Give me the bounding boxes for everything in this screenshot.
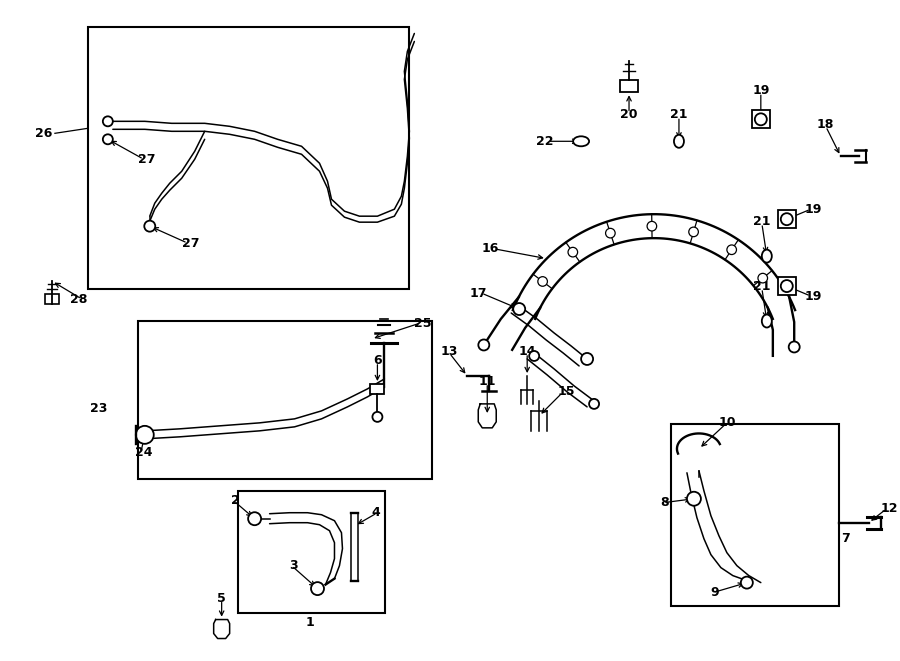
Circle shape bbox=[311, 582, 324, 595]
Text: 28: 28 bbox=[70, 293, 88, 305]
Text: 9: 9 bbox=[710, 586, 719, 599]
Text: 19: 19 bbox=[805, 203, 822, 215]
Ellipse shape bbox=[674, 135, 684, 148]
Bar bbox=[45, 294, 58, 304]
Circle shape bbox=[758, 274, 768, 283]
Ellipse shape bbox=[761, 315, 772, 327]
Text: 19: 19 bbox=[805, 290, 822, 303]
Text: 10: 10 bbox=[719, 416, 736, 430]
Text: 7: 7 bbox=[841, 532, 850, 545]
Bar bbox=[778, 210, 796, 228]
Text: 12: 12 bbox=[880, 502, 898, 515]
Text: 8: 8 bbox=[661, 496, 669, 509]
Bar bbox=[238, 490, 385, 613]
Bar bbox=[138, 321, 432, 479]
Circle shape bbox=[513, 303, 526, 315]
Circle shape bbox=[687, 492, 701, 506]
Text: 21: 21 bbox=[753, 215, 770, 228]
Circle shape bbox=[581, 353, 593, 365]
Bar bbox=[620, 81, 638, 93]
Circle shape bbox=[647, 221, 657, 231]
Text: 16: 16 bbox=[482, 242, 500, 255]
Bar bbox=[671, 424, 839, 605]
Circle shape bbox=[373, 412, 382, 422]
Circle shape bbox=[144, 221, 156, 231]
Circle shape bbox=[103, 134, 112, 144]
Text: 21: 21 bbox=[753, 280, 770, 293]
Text: 13: 13 bbox=[441, 345, 458, 358]
Circle shape bbox=[590, 399, 599, 409]
Circle shape bbox=[788, 342, 800, 352]
Text: 4: 4 bbox=[372, 506, 380, 520]
Circle shape bbox=[538, 277, 547, 286]
Text: 22: 22 bbox=[536, 135, 554, 148]
Circle shape bbox=[727, 245, 736, 254]
Circle shape bbox=[781, 214, 793, 225]
Bar bbox=[88, 28, 410, 289]
Text: 20: 20 bbox=[620, 108, 638, 122]
Circle shape bbox=[478, 340, 490, 350]
Text: 1: 1 bbox=[305, 616, 314, 629]
Text: 21: 21 bbox=[670, 108, 688, 122]
Text: 26: 26 bbox=[34, 127, 52, 140]
Text: 27: 27 bbox=[182, 237, 199, 250]
Circle shape bbox=[755, 113, 767, 126]
Text: 19: 19 bbox=[752, 85, 770, 97]
Circle shape bbox=[568, 247, 578, 257]
Circle shape bbox=[688, 227, 698, 237]
Text: 24: 24 bbox=[135, 446, 152, 459]
Text: 17: 17 bbox=[470, 287, 487, 299]
Text: 15: 15 bbox=[557, 385, 574, 398]
Text: 3: 3 bbox=[289, 559, 298, 572]
Text: 2: 2 bbox=[231, 494, 239, 507]
Circle shape bbox=[103, 116, 112, 126]
Text: 18: 18 bbox=[817, 118, 834, 132]
Text: 14: 14 bbox=[518, 345, 536, 358]
Text: 25: 25 bbox=[414, 317, 432, 330]
Circle shape bbox=[606, 228, 616, 238]
Bar bbox=[752, 110, 770, 128]
Text: 27: 27 bbox=[138, 153, 156, 166]
Circle shape bbox=[136, 426, 154, 444]
Ellipse shape bbox=[761, 250, 772, 262]
Text: 23: 23 bbox=[91, 403, 108, 415]
Ellipse shape bbox=[573, 136, 590, 146]
Circle shape bbox=[781, 280, 793, 292]
Text: 6: 6 bbox=[374, 354, 382, 367]
Circle shape bbox=[248, 512, 261, 525]
Text: 5: 5 bbox=[217, 592, 226, 605]
Bar bbox=[778, 277, 796, 295]
Text: 11: 11 bbox=[479, 375, 496, 388]
Circle shape bbox=[529, 351, 539, 361]
Circle shape bbox=[741, 576, 752, 588]
Bar bbox=[371, 384, 384, 394]
